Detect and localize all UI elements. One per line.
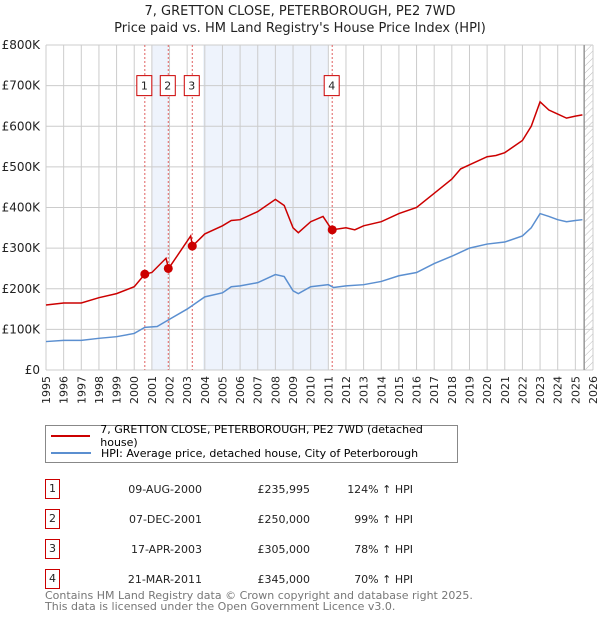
sale-price: £235,995 [257, 483, 311, 496]
x-tick-label: 2009 [287, 376, 300, 404]
x-tick-label: 2005 [216, 376, 229, 404]
sale-price: £345,000 [257, 573, 311, 586]
sale-point [140, 269, 150, 279]
x-tick-label: 2024 [552, 376, 565, 404]
x-tick-label: 1998 [93, 376, 106, 404]
sale-marker-number: 3 [188, 80, 195, 93]
x-tick-label: 2021 [499, 376, 512, 404]
y-tick-label: £0 [25, 363, 40, 377]
sale-date: 07-DEC-2001 [128, 513, 202, 526]
sale-date: 21-MAR-2011 [127, 573, 202, 586]
sale-price: £250,000 [257, 513, 311, 526]
sale-marker-number: 2 [164, 80, 171, 93]
x-tick-label: 2014 [375, 376, 388, 404]
chart-subtitle: Price paid vs. HM Land Registry's House … [114, 21, 486, 36]
blue-line-swatch [51, 452, 91, 454]
legend: 7, GRETTON CLOSE, PETERBOROUGH, PE2 7WD … [45, 423, 458, 463]
chart-title: 7, GRETTON CLOSE, PETERBOROUGH, PE2 7WD [144, 4, 456, 19]
x-tick-label: 2010 [305, 376, 318, 404]
footer-line: Contains HM Land Registry data © Crown c… [45, 589, 473, 602]
x-tick-label: 2000 [128, 376, 141, 404]
sale-point [163, 263, 173, 273]
x-tick-label: 2003 [181, 376, 194, 404]
y-tick-label: £400K [2, 201, 42, 215]
x-tick-label: 2025 [569, 376, 582, 404]
x-tick-label: 2022 [516, 376, 529, 404]
y-tick-label: £600K [2, 119, 42, 133]
legend-label: HPI: Average price, detached house, City… [101, 446, 419, 460]
x-tick-label: 1995 [40, 376, 53, 404]
x-tick-label: 1999 [111, 376, 124, 404]
series-line [45, 100, 583, 306]
red-line-swatch [51, 435, 91, 437]
x-tick-label: 2008 [269, 376, 282, 404]
sale-marker-box [323, 75, 340, 97]
sale-marker-box [159, 75, 176, 97]
y-tick-label: £300K [2, 241, 42, 255]
y-tick-label: £700K [2, 79, 42, 93]
x-tick-label: 2017 [428, 376, 441, 404]
sale-marker-box [136, 75, 153, 97]
footer-line: This data is licensed under the Open Gov… [45, 600, 396, 613]
y-tick-label: £200K [2, 282, 42, 296]
legend-item-hpi: HPI: Average price, detached house, City… [46, 445, 418, 461]
series-line [45, 212, 583, 343]
x-tick-label: 2011 [322, 376, 335, 404]
sale-marker-number: 4 [328, 80, 335, 93]
x-tick-label: 2020 [481, 376, 494, 404]
legend-label: 7, GRETTON CLOSE, PETERBOROUGH, PE2 7WD … [100, 423, 423, 449]
y-tick-label: £100K [2, 322, 42, 336]
footer: Contains HM Land Registry data © Crown c… [45, 590, 473, 612]
legend-item-property: 7, GRETTON CLOSE, PETERBOROUGH, PE2 7WD … [46, 423, 457, 449]
sale-hpi-change: 99% ↑ HPI [354, 513, 413, 526]
x-tick-label: 2026 [587, 376, 600, 404]
x-tick-label: 2004 [199, 376, 212, 404]
y-tick-label: £800K [2, 38, 42, 52]
x-tick-label: 2012 [340, 376, 353, 404]
sale-number-badge: 4 [45, 569, 60, 589]
sale-date: 17-APR-2003 [130, 543, 202, 556]
x-tick-label: 2002 [164, 376, 177, 404]
x-tick-label: 2007 [252, 376, 265, 404]
y-tick-label: £500K [2, 160, 42, 174]
sale-date: 09-AUG-2000 [128, 483, 202, 496]
x-tick-label: 1997 [75, 376, 88, 404]
x-tick-label: 2018 [446, 376, 459, 404]
x-tick-label: 2001 [146, 376, 159, 404]
x-tick-label: 2015 [393, 376, 406, 404]
x-tick-label: 2019 [463, 376, 476, 404]
plot-area: 1995 1996 1997 1998 1999 2000 2001 2002 2003 2004… [2, 38, 600, 404]
sale-hpi-change: 124% ↑ HPI [347, 483, 413, 496]
x-tick-label: 2016 [411, 376, 424, 404]
sale-number-badge: 1 [45, 479, 60, 499]
x-tick-label: 2023 [534, 376, 547, 404]
sale-price: £305,000 [257, 543, 311, 556]
sale-hpi-change: 70% ↑ HPI [354, 573, 413, 586]
sale-number-badge: 2 [45, 509, 60, 529]
sale-marker-number: 1 [141, 80, 148, 93]
x-tick-label: 2013 [358, 376, 371, 404]
sale-point [327, 225, 337, 235]
x-tick-label: 1996 [58, 376, 71, 404]
sale-marker-box [183, 75, 200, 97]
sale-point [187, 241, 197, 251]
sale-hpi-change: 78% ↑ HPI [354, 543, 413, 556]
sale-number-badge: 3 [45, 539, 60, 559]
x-tick-label: 2006 [234, 376, 247, 404]
